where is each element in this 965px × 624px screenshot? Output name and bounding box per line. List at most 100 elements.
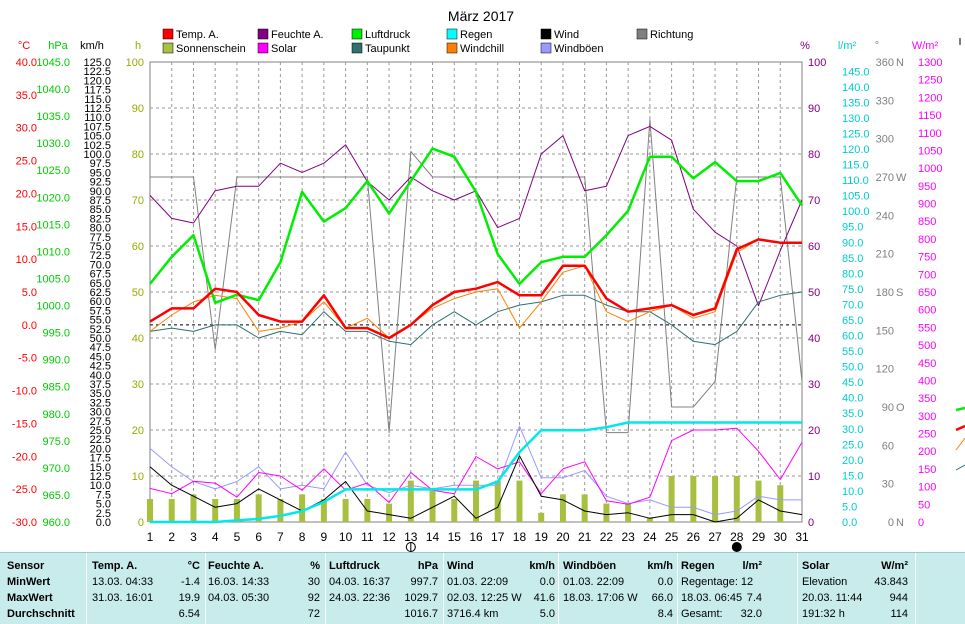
x-tick-label: 12 — [382, 530, 396, 544]
tick-label-lm2: 35.0 — [842, 408, 863, 420]
tick-label-h: 60 — [132, 241, 144, 253]
tick-label-lm2: 80.0 — [842, 268, 863, 280]
legend-swatch — [162, 28, 174, 40]
x-tick-label: 14 — [426, 530, 440, 544]
tick-label-wm2: 150 — [918, 464, 936, 476]
stats-row-label: Durchschnitt — [7, 608, 75, 620]
bar-sonnenschein — [147, 499, 153, 522]
bar-sonnenschein — [516, 480, 523, 522]
tick-label-temp: 5.0 — [22, 287, 37, 299]
tick-label-lm2: 85.0 — [842, 253, 863, 265]
stats-col-unit: % — [310, 560, 320, 572]
x-tick-label: 3 — [190, 530, 197, 544]
x-tick-label: 22 — [600, 530, 614, 544]
tick-label-temp: 20.0 — [16, 188, 37, 200]
tick-label-kmh: 70.0 — [90, 259, 111, 271]
stats-cell-label: 3716.4 km — [447, 608, 499, 620]
bar-sonnenschein — [494, 480, 501, 522]
line-richtung — [150, 119, 803, 434]
line-wind — [149, 455, 803, 523]
tick-label-lm2: 110.0 — [842, 175, 869, 187]
statistics-table: Sensor MinWert MaxWert Durchschnitt Temp. A.… — [0, 552, 965, 624]
tick-label-kmh: 60.0 — [90, 296, 111, 308]
x-tick-label: 23 — [621, 530, 635, 544]
tick-label-pct: 0 — [808, 517, 814, 529]
stats-cell-value: 92 — [307, 592, 320, 604]
bar-sonnenschein — [320, 499, 327, 522]
tick-label-kmh: 65.0 — [90, 278, 111, 290]
tick-label-deg: 210 — [876, 249, 894, 261]
tick-label-wm2: 200 — [918, 446, 936, 458]
tick-label-wm2: 1200 — [918, 92, 942, 104]
bar-sonnenschein — [603, 503, 610, 522]
stats-cell-label: 18.03. 06:45 — [681, 592, 743, 604]
stats-col-header: Regen — [681, 560, 715, 572]
stats-separator — [205, 553, 206, 624]
tick-label-temp: -30.0 — [12, 517, 37, 529]
tick-label-wm2: 750 — [918, 252, 936, 264]
bar-sonnenschein — [646, 517, 653, 522]
right-edge-strip — [955, 38, 965, 471]
tick-label-wm2: 300 — [918, 411, 936, 423]
moon-phases — [405, 541, 742, 552]
strip-temp — [955, 424, 965, 432]
tick-label-wm2: 100 — [918, 482, 936, 494]
tick-label-kmh: 55.0 — [90, 315, 111, 327]
tick-label-lm2: 100.0 — [842, 206, 870, 218]
x-tick-label: 18 — [513, 530, 527, 544]
tick-label-hpa: 1045.0 — [36, 57, 70, 69]
tick-label-pct: 30 — [808, 379, 820, 391]
chart-title: März 2017 — [448, 8, 514, 24]
line-solar — [149, 427, 803, 505]
legend-label: Windböen — [554, 43, 604, 55]
x-tick-label: 26 — [687, 530, 701, 544]
tick-label-wm2: 1100 — [918, 128, 942, 140]
tick-label-hpa: 975.0 — [42, 436, 70, 448]
tick-label-kmh: 97.5 — [90, 158, 111, 170]
tick-label-lm2: 140.0 — [842, 82, 870, 94]
weather-chart: März 2017 Temp. A. Feuchte A. Luftdruck Reg… — [12, 8, 965, 552]
tick-label-kmh: 15.0 — [90, 462, 111, 474]
tick-label-wm2: 250 — [918, 429, 936, 441]
axis-unit-h: h — [135, 40, 141, 52]
stats-col-header: Windböen — [563, 560, 617, 572]
tick-label-lm2: 95.0 — [842, 222, 863, 234]
tick-label-kmh: 72.5 — [90, 250, 111, 262]
legend-swatch — [351, 42, 363, 54]
stats-cell-label: 13.03. 04:33 — [92, 576, 154, 588]
tick-label-pct: 60 — [808, 241, 820, 253]
tick-label-kmh: 37.5 — [90, 379, 111, 391]
tick-label-deg: 180 — [876, 287, 894, 299]
legend-label: Feuchte A. — [271, 29, 324, 41]
tick-label-lm2: 15.0 — [842, 470, 863, 482]
tick-label-deg: 240 — [876, 210, 894, 222]
stats-separator — [325, 553, 326, 624]
tick-label-kmh: 125.0 — [83, 57, 111, 69]
tick-label-lm2: 120.0 — [842, 144, 870, 156]
tick-label-kmh: 42.5 — [90, 361, 111, 373]
bar-sonnenschein — [581, 494, 588, 522]
tick-label-kmh: 102.5 — [83, 140, 111, 152]
stats-cell-value: 66.0 — [651, 592, 673, 604]
tick-label-h: 70 — [132, 195, 144, 207]
axis-unit-hpa: hPa — [48, 40, 68, 52]
tick-label-h: 100 — [126, 57, 144, 69]
x-tick-label: 1 — [147, 530, 154, 544]
tick-label-pct: 10 — [808, 471, 820, 483]
legend-label: Luftdruck — [365, 29, 411, 41]
tick-label-kmh: 32.5 — [90, 397, 111, 409]
tick-label-lm2: 105.0 — [842, 191, 870, 203]
tick-label-kmh: 105.0 — [83, 131, 111, 143]
tick-label-kmh: 75.0 — [90, 241, 111, 253]
tick-label-kmh: 95.0 — [90, 167, 111, 179]
tick-label-wm2: 450 — [918, 358, 936, 370]
tick-label-pct: 100 — [808, 57, 826, 69]
tick-label-wm2: 950 — [918, 181, 936, 193]
tick-label-wm2: 800 — [918, 234, 936, 246]
tick-label-wm2: 50 — [918, 499, 930, 511]
x-tick-label: 16 — [469, 530, 483, 544]
legend-label: Sonnenschein — [176, 43, 246, 55]
tick-label-pct: 20 — [808, 425, 820, 437]
x-tick-label: 17 — [491, 530, 505, 544]
stats-cell-label: 04.03. 16:37 — [329, 576, 391, 588]
